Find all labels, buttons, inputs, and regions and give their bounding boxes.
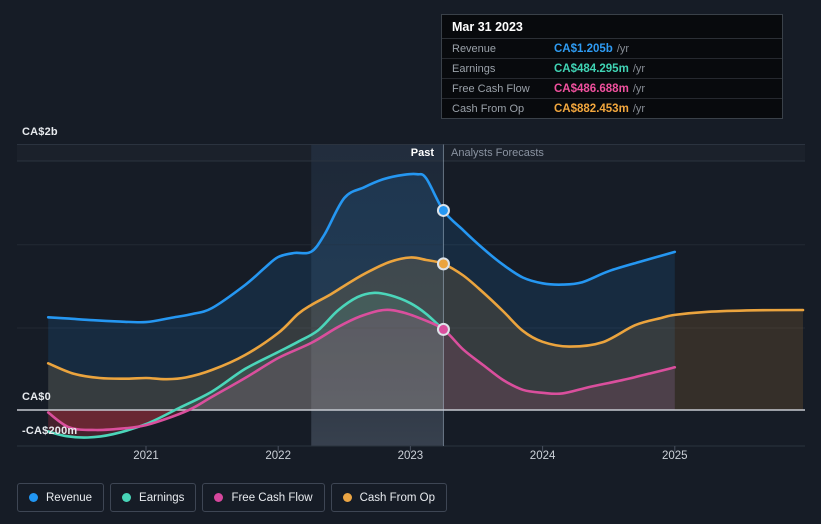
legend-item-revenue[interactable]: Revenue (17, 483, 105, 512)
cash-from-op-area (48, 257, 803, 410)
free-cash-flow-legend-dot (214, 493, 224, 502)
free-cash-flow-marker[interactable] (436, 322, 450, 336)
earnings-legend-dot (122, 493, 132, 502)
earnings-line[interactable] (46, 291, 445, 439)
x-axis-label-2023: 2023 (397, 450, 424, 462)
tooltip-row-value: CA$486.688m (554, 82, 629, 95)
tooltip-row-revenue: Revenue CA$1.205b/yr (442, 39, 782, 59)
tooltip-row-value: CA$484.295m (554, 62, 629, 75)
tooltip-row-label: Revenue (452, 42, 497, 55)
revenue-line[interactable] (46, 172, 677, 324)
revenue-marker[interactable] (436, 203, 450, 217)
tooltip-row-label: Free Cash Flow (452, 82, 530, 95)
tooltip-row-free-cash-flow: Free Cash Flow CA$486.688m/yr (442, 79, 782, 99)
legend-item-label: Cash From Op (359, 491, 436, 504)
tooltip-row-unit: /yr (616, 42, 630, 55)
legend-item-label: Revenue (46, 491, 93, 504)
revenue-area (48, 173, 675, 410)
x-axis-label-2025: 2025 (662, 450, 688, 462)
earnings-negative-area (48, 410, 175, 438)
legend-item-free-cash-flow[interactable]: Free Cash Flow (202, 483, 325, 512)
free-cash-flow-negative-area (48, 410, 188, 431)
tooltip-row-label: Earnings (452, 62, 496, 75)
past-section-label: Past (410, 147, 434, 159)
tooltip-row-value: CA$1.205b (554, 42, 613, 55)
tooltip-row-cash-from-op: Cash From Op CA$882.453m/yr (442, 99, 782, 118)
free-cash-flow-line[interactable] (46, 308, 677, 432)
x-axis-label-2021: 2021 (133, 450, 159, 462)
x-axis-label-2024: 2024 (529, 450, 556, 462)
revenue-legend-dot (29, 493, 38, 502)
analysts-forecasts-section-label: Analysts Forecasts (451, 147, 544, 159)
tooltip-row-value: CA$882.453m (554, 102, 629, 115)
legend-item-label: Earnings (139, 491, 185, 504)
cash-from-op-marker[interactable] (436, 257, 450, 271)
legend-item-earnings[interactable]: Earnings (110, 483, 197, 512)
legend-item-label: Free Cash Flow (231, 491, 313, 504)
tooltip-date: Mar 31 2023 (442, 15, 782, 39)
tooltip-row-label: Cash From Op (452, 102, 525, 115)
tooltip-row-unit: /yr (632, 82, 646, 95)
chart-legend: Revenue Earnings Free Cash Flow Cash From O… (17, 483, 448, 512)
tooltip-row-earnings: Earnings CA$484.295m/yr (442, 59, 782, 79)
y-axis-label-2b: CA$2b (22, 126, 58, 138)
y-axis-label-0: CA$0 (22, 391, 51, 403)
tooltip-row-unit: /yr (632, 102, 646, 115)
y-axis-label-neg200m: -CA$200m (22, 425, 78, 437)
cash-from-op-line[interactable] (46, 256, 805, 381)
tooltip-row-unit: /yr (632, 62, 646, 75)
free-cash-flow-area (48, 309, 675, 411)
highlighted-year-band (311, 145, 444, 446)
cash-from-op-legend-dot (342, 493, 352, 502)
chart-tooltip: Mar 31 2023 Revenue CA$1.205b/yr Earnings C… (441, 14, 783, 119)
x-axis-label-2022: 2022 (265, 450, 291, 462)
legend-item-cash-from-op[interactable]: Cash From Op (330, 483, 448, 512)
